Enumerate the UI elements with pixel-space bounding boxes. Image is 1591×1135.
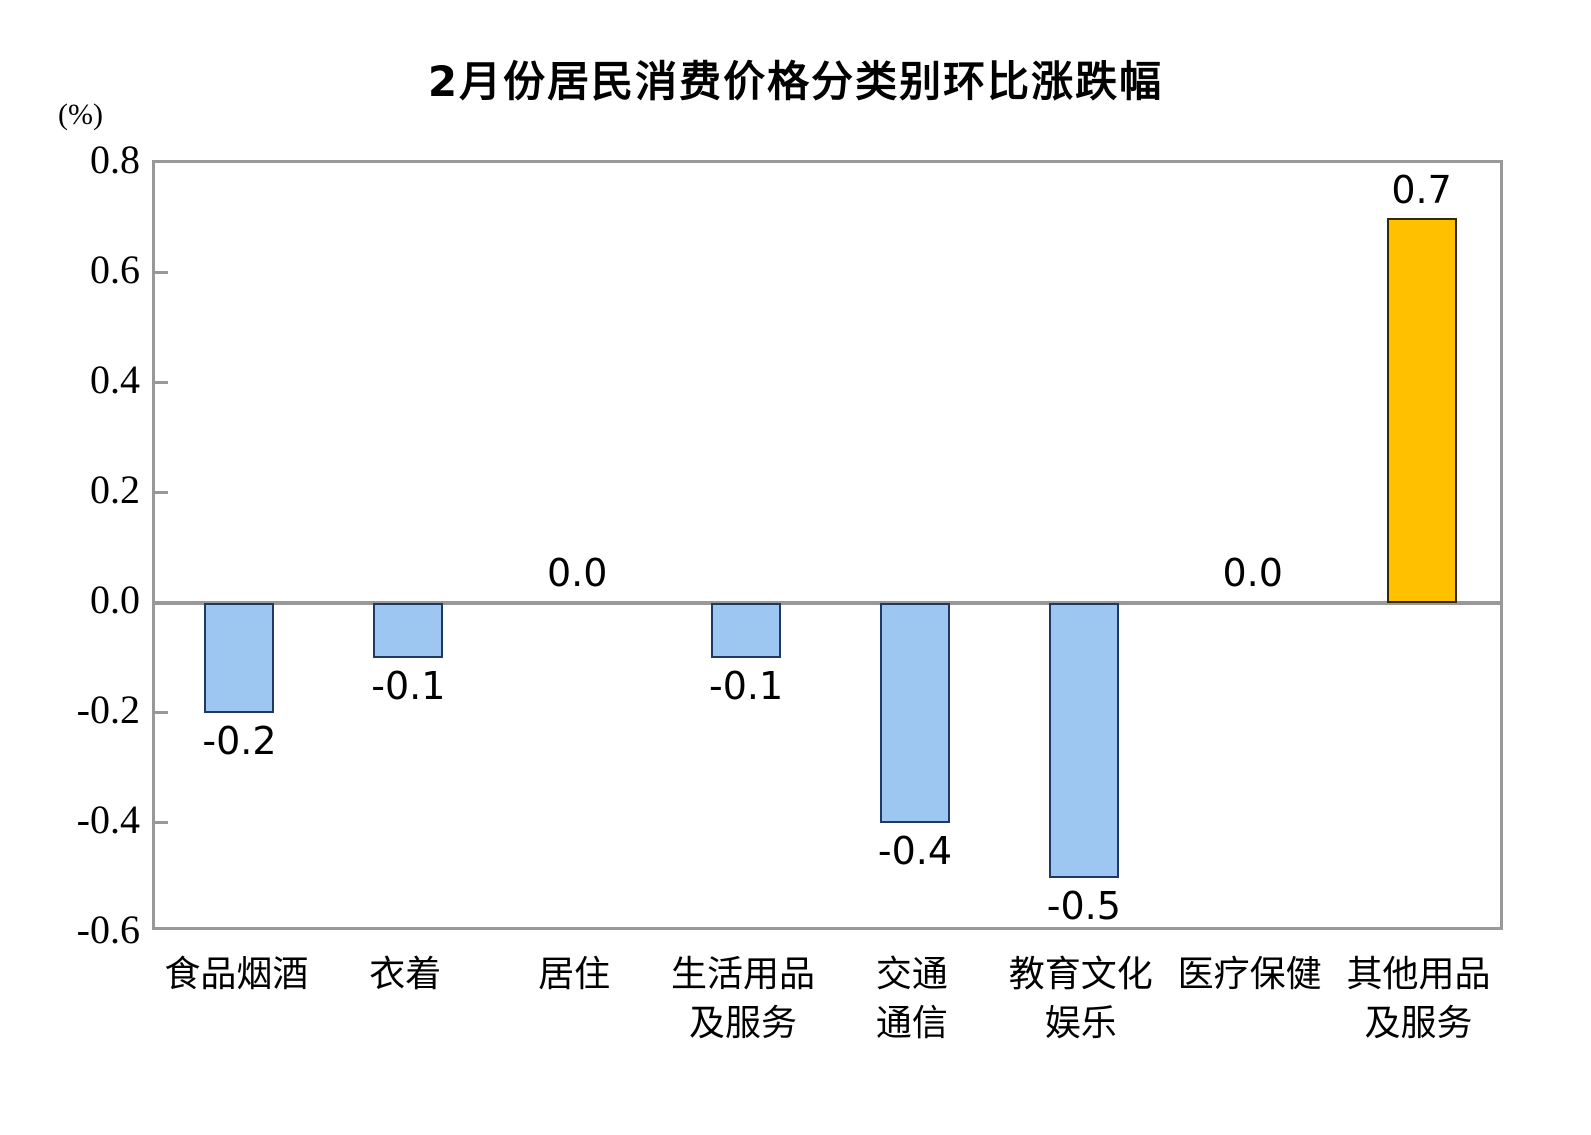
y-tick-mark — [155, 381, 168, 384]
y-tick-label: 0.8 — [90, 137, 140, 182]
y-tick-label: 0.2 — [90, 467, 140, 512]
x-category-label: 教育文化 娱乐 — [1008, 954, 1153, 1044]
y-tick-label: 0.4 — [90, 357, 140, 402]
bar — [204, 603, 275, 713]
bar-value-label: 0.0 — [546, 551, 608, 595]
bar — [879, 603, 950, 823]
bar-value-label: -0.1 — [708, 664, 784, 708]
bar-value-label: 0.7 — [1391, 168, 1452, 212]
bar — [373, 603, 444, 658]
y-tick-label: -0.6 — [76, 907, 140, 952]
bar-value-label: -0.4 — [877, 829, 953, 873]
y-tick-label: -0.2 — [76, 687, 140, 732]
bar-value-label: -0.5 — [1046, 884, 1121, 928]
bar-value-label: 0.0 — [1222, 551, 1283, 595]
x-category-label: 其他用品 及服务 — [1346, 954, 1491, 1044]
plot-area: -0.2 -0.1 0.0 -0.1 -0.4 -0.5 0.0 0.7 — [152, 160, 1503, 930]
zero-line — [155, 601, 1500, 605]
y-tick-label: -0.4 — [76, 797, 140, 842]
bar-value-label: -0.1 — [371, 664, 446, 708]
x-category-label: 居住 — [538, 954, 611, 995]
y-tick-mark — [155, 491, 168, 494]
bar-value-label: -0.2 — [202, 719, 277, 763]
y-tick-mark — [155, 711, 168, 714]
y-tick-mark — [155, 821, 168, 824]
chart-title: 2月份居民消费价格分类别环比涨跌幅 — [427, 57, 1164, 106]
x-category-label: 生活用品 及服务 — [671, 954, 816, 1044]
bar — [711, 603, 782, 658]
y-tick-label: 0.6 — [90, 247, 140, 292]
bar — [1048, 603, 1119, 878]
bar — [1386, 218, 1457, 603]
x-category-label: 医疗保健 — [1177, 954, 1322, 995]
y-tick-label: 0.0 — [90, 577, 140, 622]
x-category-label: 交通 通信 — [875, 954, 948, 1044]
y-tick-mark — [155, 271, 168, 274]
x-category-label: 衣着 — [369, 954, 442, 995]
y-axis-unit-label: (%) — [58, 98, 103, 131]
x-category-label: 食品烟酒 — [164, 954, 309, 995]
